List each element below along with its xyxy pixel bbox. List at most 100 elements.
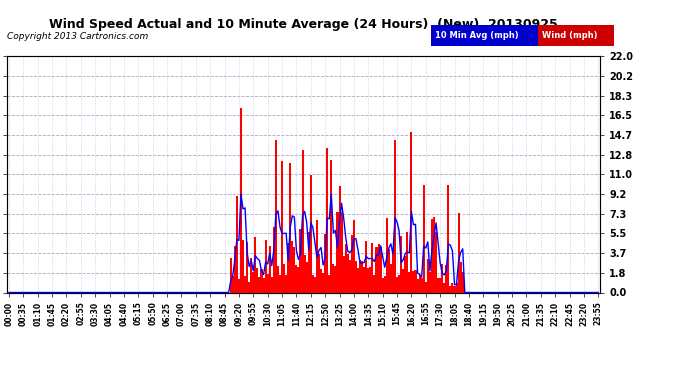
- Bar: [377, 244, 380, 292]
- Bar: [261, 268, 262, 292]
- Bar: [244, 276, 246, 292]
- Bar: [306, 261, 308, 292]
- Bar: [312, 275, 314, 292]
- Bar: [404, 256, 406, 292]
- Bar: [264, 240, 266, 292]
- Bar: [359, 260, 361, 292]
- Bar: [394, 140, 396, 292]
- Bar: [396, 278, 398, 292]
- Bar: [419, 275, 421, 292]
- Bar: [369, 267, 371, 292]
- Bar: [460, 262, 462, 292]
- Bar: [253, 272, 255, 292]
- Bar: [324, 234, 326, 292]
- Bar: [304, 255, 306, 292]
- Bar: [392, 249, 394, 292]
- Bar: [408, 272, 411, 292]
- Bar: [287, 243, 289, 292]
- Bar: [308, 232, 310, 292]
- Bar: [250, 258, 253, 292]
- Bar: [289, 163, 291, 292]
- Bar: [441, 264, 443, 292]
- Bar: [266, 274, 268, 292]
- Bar: [384, 276, 386, 292]
- Bar: [297, 267, 299, 292]
- Bar: [242, 240, 244, 292]
- Bar: [361, 261, 363, 292]
- Bar: [365, 242, 367, 292]
- Bar: [421, 278, 423, 292]
- Bar: [320, 269, 322, 292]
- Bar: [331, 160, 333, 292]
- Bar: [328, 275, 331, 292]
- Bar: [435, 232, 437, 292]
- Bar: [337, 212, 339, 292]
- Bar: [439, 278, 441, 292]
- Text: 10 Min Avg (mph): 10 Min Avg (mph): [435, 31, 518, 40]
- Bar: [273, 227, 275, 292]
- Bar: [462, 272, 464, 292]
- Bar: [455, 283, 457, 292]
- Bar: [447, 185, 449, 292]
- Bar: [255, 237, 257, 292]
- Bar: [343, 256, 345, 292]
- Bar: [262, 278, 264, 292]
- Bar: [316, 220, 318, 292]
- Bar: [341, 211, 343, 292]
- Bar: [348, 260, 351, 292]
- Bar: [279, 275, 281, 292]
- Bar: [295, 264, 297, 292]
- Bar: [367, 267, 369, 292]
- Bar: [234, 246, 236, 292]
- Bar: [400, 236, 402, 292]
- Bar: [270, 277, 273, 292]
- Bar: [285, 275, 287, 292]
- Bar: [283, 264, 285, 292]
- Bar: [431, 219, 433, 292]
- Bar: [423, 184, 425, 292]
- Bar: [248, 282, 250, 292]
- Bar: [411, 132, 413, 292]
- Bar: [351, 235, 353, 292]
- Bar: [238, 279, 240, 292]
- Bar: [451, 284, 453, 292]
- Bar: [335, 266, 337, 292]
- Bar: [236, 196, 238, 292]
- Bar: [373, 275, 375, 292]
- Bar: [386, 219, 388, 292]
- Text: Copyright 2013 Cartronics.com: Copyright 2013 Cartronics.com: [7, 32, 148, 41]
- Bar: [277, 266, 279, 292]
- Bar: [402, 269, 404, 292]
- Bar: [246, 242, 248, 292]
- Bar: [413, 271, 415, 292]
- Bar: [357, 268, 359, 292]
- Bar: [230, 258, 232, 292]
- Bar: [398, 274, 400, 292]
- Bar: [333, 264, 335, 292]
- Bar: [427, 260, 429, 292]
- Bar: [281, 160, 283, 292]
- Bar: [382, 278, 384, 292]
- Bar: [355, 261, 357, 292]
- Bar: [291, 242, 293, 292]
- Bar: [443, 283, 445, 292]
- Bar: [433, 217, 435, 292]
- Bar: [275, 140, 277, 292]
- Bar: [449, 286, 451, 292]
- Bar: [257, 267, 259, 292]
- Bar: [375, 247, 377, 292]
- Bar: [259, 277, 261, 292]
- Bar: [314, 277, 316, 292]
- Text: Wind (mph): Wind (mph): [542, 31, 597, 40]
- Bar: [425, 282, 427, 292]
- Bar: [353, 220, 355, 292]
- Bar: [445, 265, 447, 292]
- Bar: [240, 108, 242, 292]
- Bar: [390, 264, 392, 292]
- Bar: [318, 254, 320, 292]
- Bar: [457, 213, 460, 292]
- Bar: [346, 254, 348, 292]
- Bar: [429, 272, 431, 292]
- Bar: [417, 279, 419, 292]
- Bar: [339, 186, 341, 292]
